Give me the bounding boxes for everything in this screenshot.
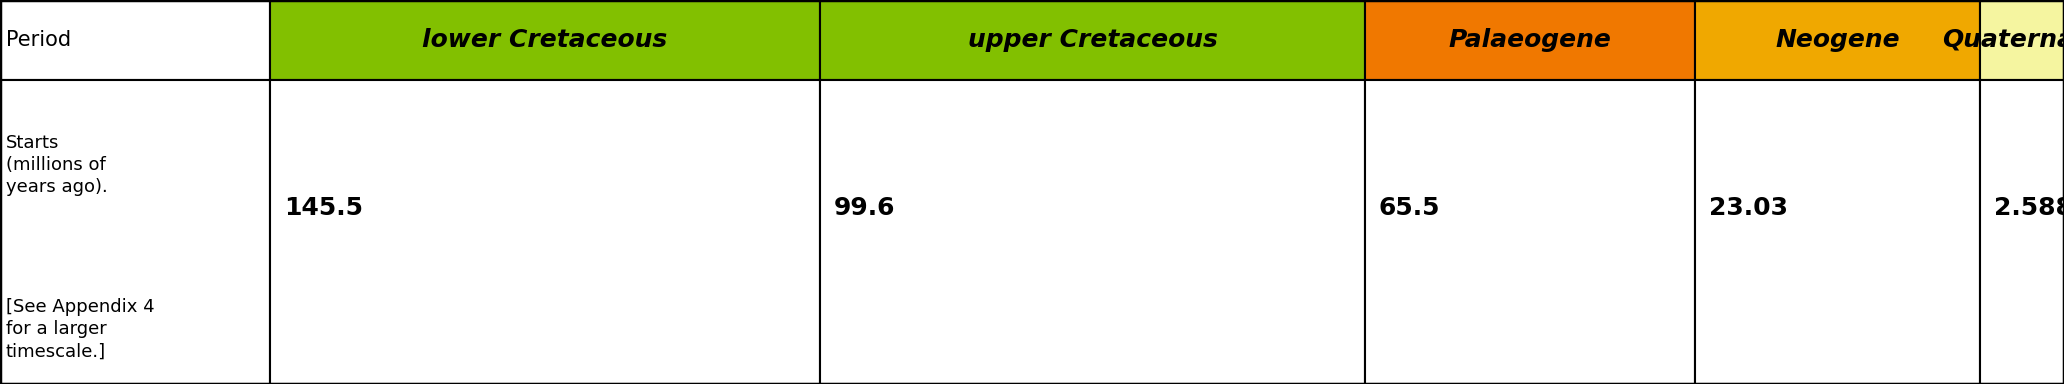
Text: upper Cretaceous: upper Cretaceous bbox=[968, 28, 1218, 52]
Bar bbox=[1364, 80, 1695, 384]
Text: lower Cretaceous: lower Cretaceous bbox=[423, 28, 667, 52]
Text: [See Appendix 4
for a larger
timescale.]: [See Appendix 4 for a larger timescale.] bbox=[6, 298, 155, 361]
Bar bbox=[0, 0, 270, 80]
Text: Neogene: Neogene bbox=[1775, 28, 1899, 52]
Text: 65.5: 65.5 bbox=[1379, 196, 1441, 220]
Text: Period: Period bbox=[6, 30, 70, 50]
Bar bbox=[1695, 0, 1979, 80]
Bar bbox=[0, 80, 270, 384]
Bar bbox=[1695, 80, 1979, 384]
Text: Quaternary: Quaternary bbox=[1942, 28, 2064, 52]
Text: 145.5: 145.5 bbox=[285, 196, 363, 220]
Bar bbox=[270, 0, 819, 80]
Text: Starts
(millions of
years ago).: Starts (millions of years ago). bbox=[6, 134, 107, 196]
Text: Palaeogene: Palaeogene bbox=[1449, 28, 1612, 52]
Bar bbox=[270, 80, 819, 384]
Bar bbox=[1364, 0, 1695, 80]
Bar bbox=[819, 0, 1364, 80]
Bar bbox=[1979, 0, 2064, 80]
Text: 2.588: 2.588 bbox=[1994, 196, 2064, 220]
Text: 99.6: 99.6 bbox=[834, 196, 896, 220]
Bar bbox=[1979, 80, 2064, 384]
Bar bbox=[819, 80, 1364, 384]
Text: 23.03: 23.03 bbox=[1709, 196, 1787, 220]
